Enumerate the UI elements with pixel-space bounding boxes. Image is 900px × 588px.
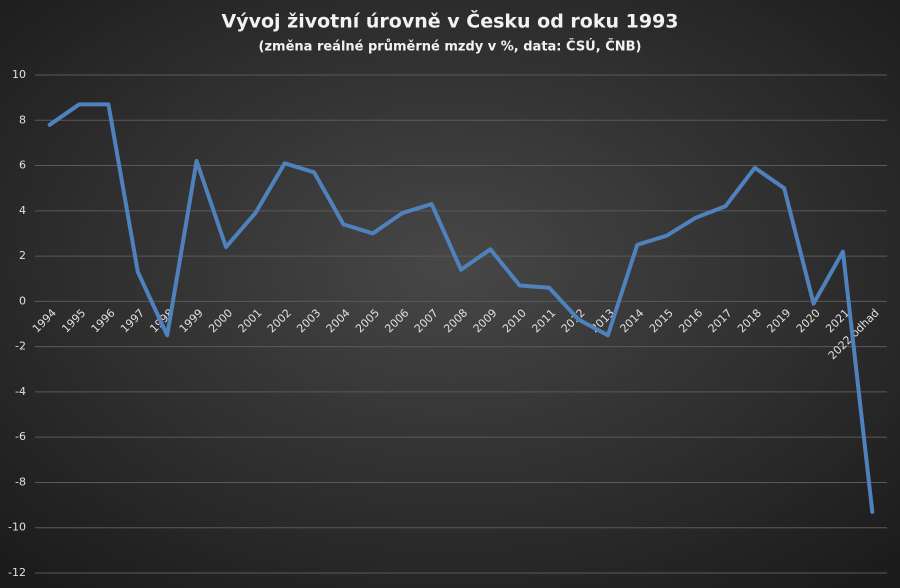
y-tick-label: 0 [19,294,26,307]
y-tick-label: 2 [19,249,26,262]
chart-title: Vývoj životní úrovně v Česku od roku 199… [221,9,678,33]
data-line [47,102,875,514]
chart-subtitle: (změna reálné průměrné mzdy v %, data: Č… [259,39,642,55]
y-tick-label: 4 [19,204,26,217]
y-tick-label: 8 [19,113,26,126]
y-tick-label: -6 [15,430,26,443]
y-tick-label: -10 [8,521,26,534]
y-tick-label: -2 [15,340,26,353]
y-tick-label: -4 [15,385,26,398]
y-tick-label: 10 [12,68,26,81]
y-tick-label: -8 [15,475,26,488]
y-tick-label: -12 [8,566,26,579]
y-tick-label: 6 [19,159,26,172]
